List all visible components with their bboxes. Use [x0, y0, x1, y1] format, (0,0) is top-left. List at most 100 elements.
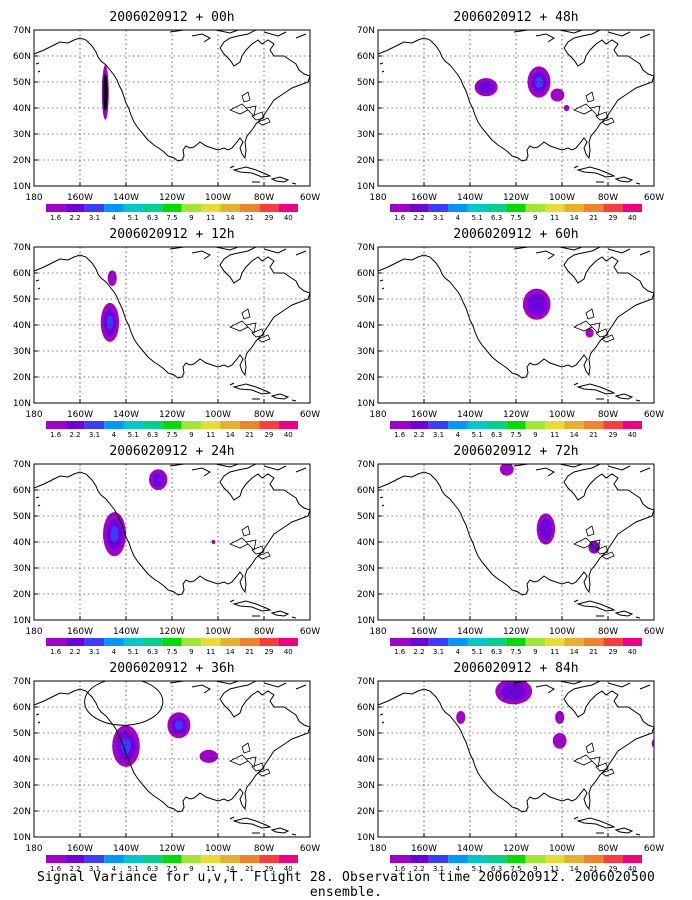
coastline — [379, 496, 385, 507]
colorbar-swatch — [65, 421, 85, 429]
coastline — [573, 599, 641, 620]
colorbar-swatch — [220, 638, 240, 646]
coastline — [573, 816, 641, 837]
colorbar-swatch — [390, 638, 410, 646]
variance-contour — [121, 738, 131, 754]
colorbar-swatch — [390, 421, 410, 429]
colorbar-label: 9 — [189, 214, 193, 222]
lon-tick-label: 120W — [159, 844, 185, 854]
colorbar-label: 6.3 — [491, 865, 502, 873]
colorbar-label: 40 — [284, 214, 293, 222]
colorbar-swatch — [220, 421, 240, 429]
colorbar-swatch — [181, 204, 202, 212]
colorbar-label: 2.2 — [70, 648, 81, 656]
colorbar-label: 5.1 — [128, 431, 139, 439]
colorbar-label: 3.1 — [433, 214, 444, 222]
lat-tick-label: 70N — [357, 26, 375, 36]
variance-contour — [199, 749, 218, 763]
lat-tick-label: 10N — [13, 833, 31, 843]
colorbar-label: 3.1 — [89, 431, 100, 439]
colorbar-swatch — [448, 638, 468, 646]
colorbar-label: 14 — [570, 648, 579, 656]
colorbar-swatch — [428, 421, 449, 429]
colorbar-swatch — [583, 421, 604, 429]
lat-tick-label: 10N — [357, 616, 375, 626]
lat-tick-label: 40N — [357, 104, 375, 114]
map-panel: 2006020912 + 24h 10N 20N 30N 40N 50N 60N 70N 180… — [13, 444, 320, 656]
colorbar-swatch — [123, 421, 143, 429]
colorbar-swatch — [239, 855, 260, 863]
map-panel: 2006020912 + 48h 10N 20N 30N 40N 50N 60N 70N 180… — [357, 10, 664, 222]
lon-tick-label: 100W — [549, 410, 575, 420]
colorbar-label: 1.6 — [394, 214, 406, 222]
colorbar-swatch — [46, 638, 66, 646]
lat-tick-label: 60N — [13, 52, 31, 62]
lon-tick-label: 120W — [503, 844, 529, 854]
lon-tick-label: 100W — [549, 844, 575, 854]
panel-title: 2006020912 + 12h — [109, 227, 234, 242]
colorbar-label: 21 — [589, 865, 598, 873]
lon-tick-label: 60W — [300, 193, 320, 203]
lat-tick-label: 30N — [13, 781, 31, 791]
colorbar-label: 4 — [112, 431, 117, 439]
lon-tick-label: 180 — [25, 410, 42, 420]
colorbar-label: 29 — [608, 865, 617, 873]
coastline — [379, 62, 385, 73]
colorbar-label: 21 — [245, 431, 254, 439]
colorbar-swatch — [162, 638, 182, 646]
variance-contour — [651, 739, 654, 748]
variance-contour — [539, 518, 553, 540]
colorbar-swatch — [622, 855, 642, 863]
colorbar-swatch — [278, 421, 298, 429]
lon-tick-label: 60W — [300, 844, 320, 854]
lon-tick-label: 80W — [598, 627, 618, 637]
lon-tick-label: 120W — [503, 627, 529, 637]
colorbar-label: 40 — [284, 648, 293, 656]
colorbar-swatch — [181, 638, 202, 646]
lon-tick-label: 120W — [159, 627, 185, 637]
lat-tick-label: 50N — [357, 295, 375, 305]
colorbar-swatch — [409, 638, 429, 646]
lat-tick-label: 50N — [13, 729, 31, 739]
lat-tick-label: 60N — [357, 52, 375, 62]
colorbar-label: 1.6 — [394, 648, 406, 656]
colorbar-label: 6.3 — [491, 431, 502, 439]
lon-tick-label: 160W — [67, 410, 93, 420]
lon-tick-label: 60W — [644, 844, 664, 854]
colorbar-swatch — [622, 204, 642, 212]
coastline — [34, 30, 310, 162]
colorbar-swatch — [84, 421, 105, 429]
colorbar-label: 2.2 — [414, 865, 425, 873]
colorbar-swatch — [545, 204, 565, 212]
lat-tick-label: 30N — [13, 347, 31, 357]
coastline — [573, 382, 641, 403]
colorbar-label: 7.5 — [166, 431, 177, 439]
colorbar-swatch — [46, 421, 66, 429]
coastline — [34, 464, 310, 596]
colorbar-swatch — [525, 638, 546, 646]
colorbar-swatch — [123, 204, 143, 212]
panel-title: 2006020912 + 72h — [453, 444, 578, 459]
coastline — [378, 464, 654, 596]
colorbar-swatch — [448, 421, 468, 429]
lon-tick-label: 60W — [300, 410, 320, 420]
lon-tick-label: 160W — [411, 627, 437, 637]
colorbar-label: 9 — [189, 865, 193, 873]
colorbar-label: 11 — [550, 214, 559, 222]
colorbar-swatch — [564, 638, 584, 646]
colorbar-swatch — [201, 421, 221, 429]
colorbar-label: 2.2 — [414, 431, 425, 439]
colorbar-label: 3.1 — [433, 431, 444, 439]
panel-title: 2006020912 + 60h — [453, 227, 578, 242]
lat-tick-label: 20N — [357, 590, 375, 600]
colorbar-label: 40 — [628, 648, 637, 656]
lon-tick-label: 140W — [457, 193, 483, 203]
lon-tick-label: 120W — [503, 410, 529, 420]
colorbar-swatch — [545, 638, 565, 646]
colorbar-label: 11 — [206, 214, 215, 222]
colorbar-label: 29 — [608, 431, 617, 439]
lat-tick-label: 60N — [357, 269, 375, 279]
map-panel: 2006020912 + 00h 10N 20N 30N 40N 50N 60N 70N 180… — [13, 10, 320, 222]
lon-tick-label: 140W — [113, 844, 139, 854]
